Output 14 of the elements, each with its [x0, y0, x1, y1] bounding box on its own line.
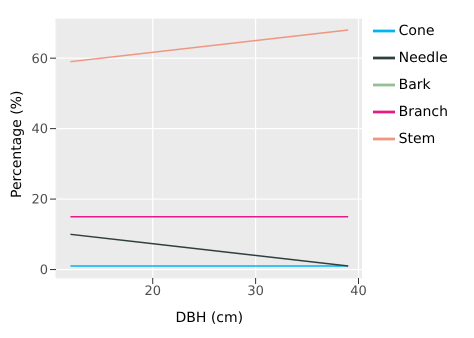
legend-label: Stem: [398, 131, 436, 147]
x-tick-label: 20: [144, 284, 161, 300]
y-tick-label: 60: [31, 52, 48, 67]
legend-label: Needle: [398, 50, 448, 66]
y-tick-label: 40: [31, 122, 48, 138]
y-tick-label: 20: [31, 192, 48, 208]
x-tick-label: 30: [247, 284, 264, 300]
legend-label: Branch: [398, 104, 448, 120]
x-tick-label: 40: [350, 284, 367, 300]
legend-label: Cone: [398, 23, 434, 39]
x-axis-title: DBH (cm): [175, 310, 244, 326]
legend-label: Bark: [398, 77, 431, 93]
y-axis-title: Percentage (%): [8, 90, 25, 198]
y-tick-label: 0: [40, 263, 48, 278]
